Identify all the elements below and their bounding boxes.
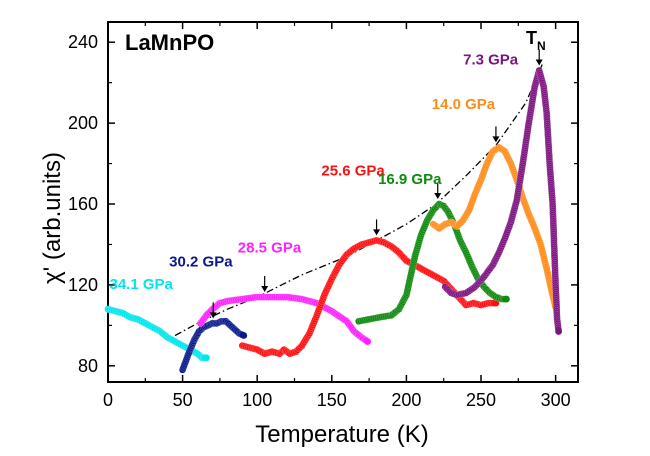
x-tick-label: 100	[242, 390, 272, 410]
tn-arrow-head	[434, 193, 442, 200]
y-tick-label: 80	[78, 356, 98, 376]
plot-frame	[107, 21, 579, 383]
x-axis-label: Temperature (K)	[255, 421, 428, 448]
y-tick-label: 200	[68, 113, 98, 133]
y-tick-label: 240	[68, 32, 98, 52]
series-25-6-GPa	[238, 236, 500, 358]
y-axis-label: χ' (arb.units)	[39, 152, 66, 284]
tn-label-main: T	[526, 28, 537, 48]
tn-arrow-head	[209, 312, 217, 319]
tn-label: TN	[526, 28, 546, 53]
tn-arrow-head	[261, 286, 269, 293]
tn-label-sub: N	[537, 39, 546, 53]
data-point	[555, 328, 563, 335]
plot-border	[107, 21, 579, 383]
data-point	[492, 299, 500, 307]
series-label: 14.0 GPa	[432, 96, 496, 113]
tn-arrows	[209, 49, 543, 319]
series-label: 28.5 GPa	[238, 240, 302, 257]
x-tick-label: 0	[103, 390, 113, 410]
tn-arrow-head	[492, 136, 500, 143]
data-point	[240, 332, 248, 339]
y-tick-label: 120	[68, 275, 98, 295]
x-tick-label: 250	[466, 390, 496, 410]
series-label: 30.2 GPa	[169, 254, 233, 271]
tn-arrow-head	[373, 229, 381, 236]
series-label: 25.6 GPa	[321, 163, 385, 180]
panel-label: LaMnPO	[125, 30, 214, 55]
x-tick-label: 50	[173, 390, 193, 410]
x-tick-label: 150	[317, 390, 347, 410]
data-point	[203, 354, 210, 362]
data-point	[364, 338, 372, 345]
series-7-3-GPa	[441, 66, 563, 335]
tn-arrow-head	[535, 59, 543, 66]
series-label: 34.1 GPa	[109, 276, 173, 293]
x-tick-label: 200	[391, 390, 421, 410]
series-30-2-GPa	[178, 317, 248, 374]
data-point	[502, 295, 510, 303]
series-label: 7.3 GPa	[463, 51, 519, 68]
axes-text: 0 50 100 150 200 250 300 80 120 160 200 240	[68, 32, 571, 410]
x-tick-label: 300	[541, 390, 571, 410]
series-layer	[104, 66, 563, 374]
y-tick-label: 160	[68, 194, 98, 214]
series-label: 16.9 GPa	[378, 171, 442, 188]
